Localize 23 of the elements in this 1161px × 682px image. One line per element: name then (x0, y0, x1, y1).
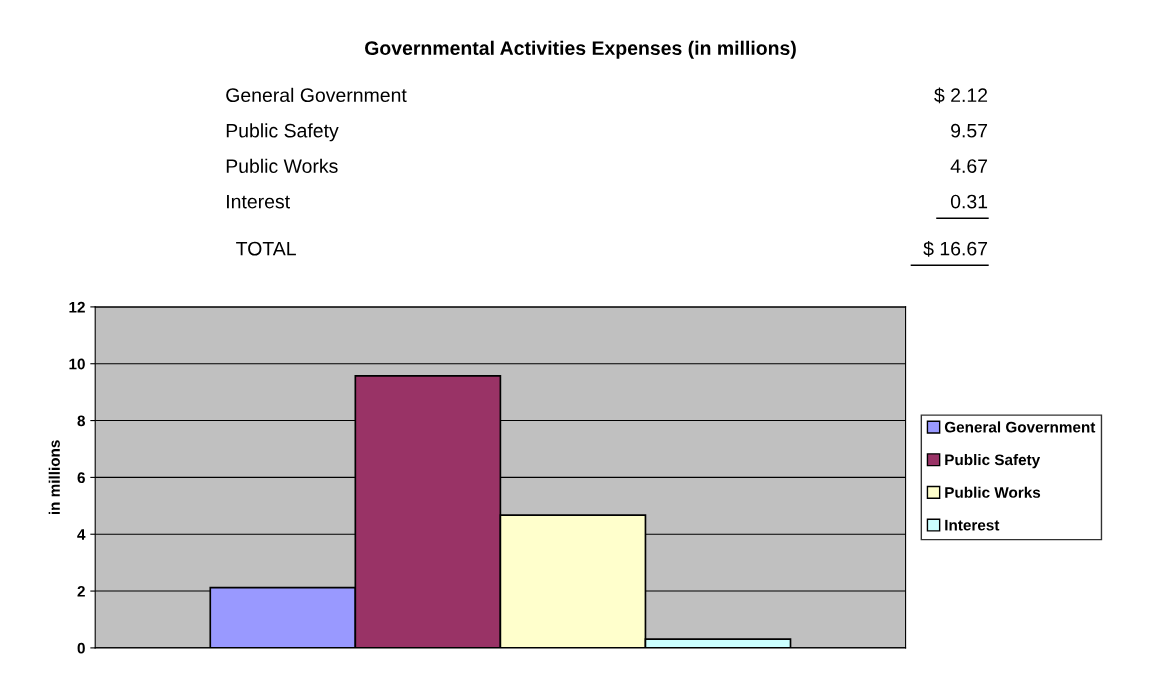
text: $ 2.12 (934, 87, 988, 104)
text: Public Works (226, 158, 338, 173)
y-tick-label: 4 (77, 529, 86, 540)
y-tick-label: 6 (77, 472, 85, 484)
legend-label: Public Works (945, 486, 1041, 498)
text: 4.67 (950, 159, 988, 173)
text: $ 16.67 (923, 240, 988, 257)
text: 0.31 (950, 194, 988, 209)
text: General Government (226, 87, 407, 103)
y-tick-label: 2 (77, 585, 85, 597)
text: 9.57 (951, 123, 988, 138)
text: Interest (227, 194, 290, 209)
y-tick-label: 8 (77, 415, 86, 427)
legend-label: General Government (944, 421, 1096, 433)
y-tick-label: 12 (69, 301, 85, 313)
text: Public Safety (226, 123, 339, 142)
y-tick-label: 10 (69, 358, 85, 370)
y-axis-title: in millions (48, 440, 60, 515)
chart-title: Governmental Activities Expenses (in millions) (365, 40, 796, 59)
legend-label: Interest (945, 519, 1000, 531)
y-tick-label: 0 (77, 642, 85, 654)
legend-label: Public Safety (945, 453, 1041, 469)
text: TOTAL (236, 241, 296, 256)
